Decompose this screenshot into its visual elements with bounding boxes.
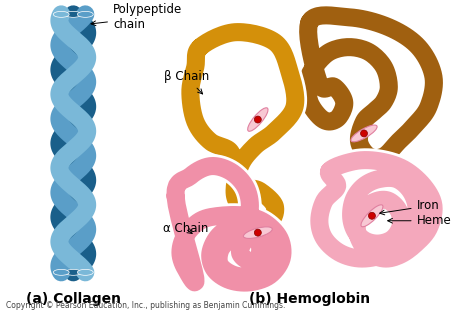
Text: Copyright © Pearson Education, Inc., publishing as Benjamin Cummings.: Copyright © Pearson Education, Inc., pub… [6,301,285,310]
Ellipse shape [244,227,272,239]
Text: β Chain: β Chain [164,70,209,94]
Text: (b) Hemoglobin: (b) Hemoglobin [249,292,370,306]
Text: α Chain: α Chain [163,222,208,235]
Ellipse shape [65,11,81,17]
Text: Polypeptide
chain: Polypeptide chain [91,3,182,31]
Ellipse shape [351,125,377,142]
Circle shape [255,229,261,236]
Text: (a) Collagen: (a) Collagen [26,292,121,306]
Ellipse shape [248,108,268,131]
Text: Heme: Heme [388,214,451,227]
Ellipse shape [65,269,81,275]
Ellipse shape [53,11,69,17]
Ellipse shape [361,205,383,227]
Circle shape [255,116,261,123]
Ellipse shape [77,269,93,275]
Ellipse shape [77,11,93,17]
Circle shape [361,130,367,137]
Ellipse shape [53,269,69,275]
Circle shape [368,212,375,219]
Text: Iron: Iron [380,199,439,215]
